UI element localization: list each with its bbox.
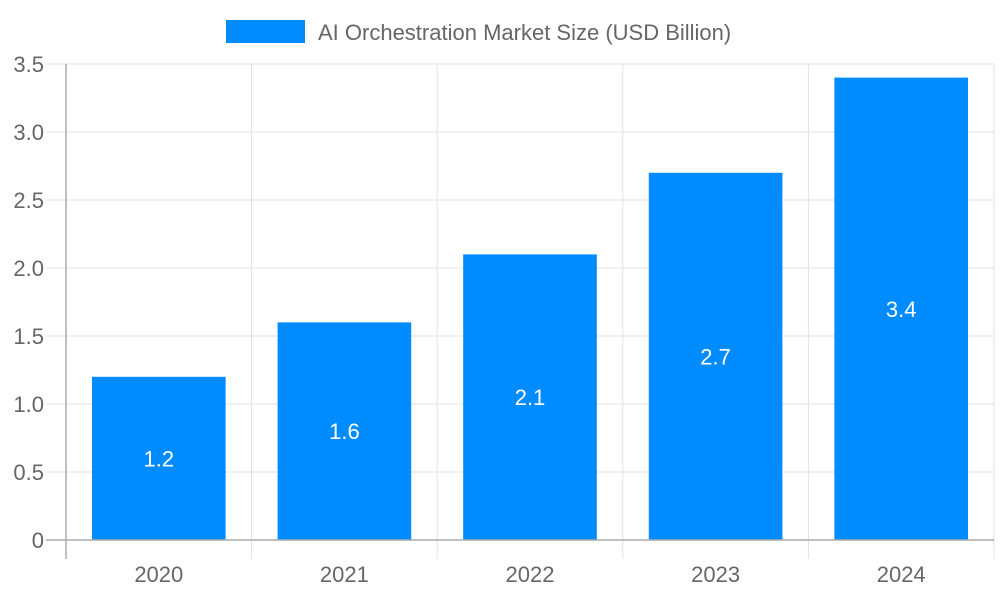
x-tick-label: 2020 — [134, 562, 183, 587]
x-tick-label: 2023 — [691, 562, 740, 587]
y-tick-label: 1.0 — [13, 392, 44, 417]
legend[interactable]: AI Orchestration Market Size (USD Billio… — [226, 20, 731, 45]
bar-2020 — [91, 376, 226, 540]
legend-label: AI Orchestration Market Size (USD Billio… — [318, 20, 731, 45]
bars: 1.2 1.6 2.1 2.7 3.4 — [91, 77, 969, 541]
data-label: 1.6 — [329, 419, 360, 444]
y-tick-label: 3.5 — [13, 52, 44, 77]
y-tick-label: 2.0 — [13, 256, 44, 281]
y-tick-label: 0 — [32, 528, 44, 553]
bar-2024 — [834, 77, 969, 540]
bar-2021 — [277, 322, 412, 540]
axes: 0 0.5 1.0 1.5 2.0 2.5 3.0 3.5 2020 2021 2022 2023 20… — [13, 52, 994, 587]
x-tick-label: 2024 — [877, 562, 926, 587]
data-label: 2.1 — [515, 385, 546, 410]
y-tick-label: 1.5 — [13, 324, 44, 349]
x-tick-label: 2021 — [320, 562, 369, 587]
data-label: 1.2 — [144, 446, 175, 471]
legend-swatch — [226, 20, 305, 43]
data-label: 3.4 — [886, 297, 917, 322]
y-tick-label: 0.5 — [13, 460, 44, 485]
y-tick-label: 2.5 — [13, 188, 44, 213]
y-tick-label: 3.0 — [13, 120, 44, 145]
x-tick-label: 2022 — [506, 562, 555, 587]
data-label: 2.7 — [700, 344, 731, 369]
bar-2022 — [463, 254, 597, 540]
bar-2023 — [648, 172, 783, 541]
